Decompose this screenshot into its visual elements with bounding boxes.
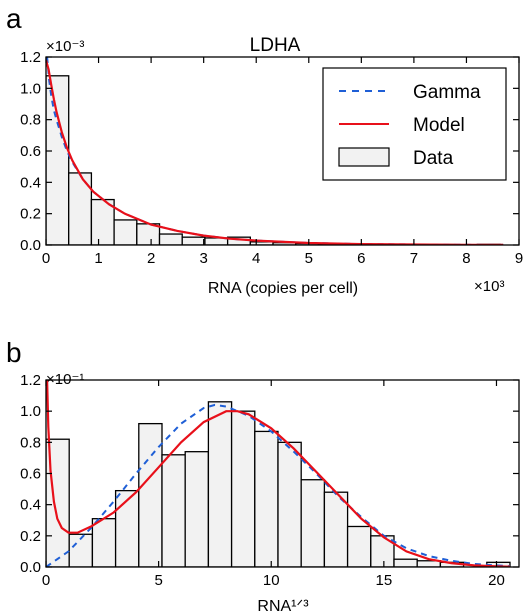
panel-a-y-tick-label: 0.2 xyxy=(20,206,41,223)
panel-a-legend-label-gamma: Gamma xyxy=(413,82,481,103)
panel-a-x-tick-label: 3 xyxy=(199,250,207,267)
panel-b-bar xyxy=(138,422,163,567)
panel-b-bar xyxy=(277,441,302,567)
panel-a-bar xyxy=(46,75,70,245)
panel-b-bar xyxy=(393,558,418,567)
panel-a-y-tick-label: 0.8 xyxy=(20,112,41,129)
panel-b-x-tick-label: 15 xyxy=(376,572,393,589)
panel-b-letter: b xyxy=(6,337,22,368)
panel-b-plot: 0 5 10 15 20 0.0 0.2 0.4 0.6 0.8 1.0 1.2 xyxy=(20,372,520,589)
panel-a-y-tick-label: 0.4 xyxy=(20,174,41,191)
panel-a-plot: 0 1 2 3 4 5 6 7 8 9 0.0 0.2 0.4 0.6 0.8 1.0 1.2 Gamma Mode… xyxy=(20,49,523,267)
panel-a-legend-label-data: Data xyxy=(413,148,454,169)
panel-a-bar xyxy=(158,233,183,245)
panel-a-x-tick-label: 0 xyxy=(42,250,50,267)
panel-a-x-tick-label: 5 xyxy=(305,250,313,267)
panel-b-y-tick-label: 1.0 xyxy=(20,403,41,420)
panel-b-x-axis-label: RNA¹ᐟ³ xyxy=(257,598,309,615)
panel-b-x-tick-label: 5 xyxy=(154,572,162,589)
panel-a-x-tick-label: 2 xyxy=(147,250,155,267)
panel-b-y-tick-label: 0.6 xyxy=(20,466,41,483)
panel-a-y-tick-label: 1.2 xyxy=(20,49,41,66)
panel-b-x-tick-label: 20 xyxy=(488,572,505,589)
panel-a-y-tick-label: 0.0 xyxy=(20,237,41,254)
panel-a-bar xyxy=(136,223,161,245)
panel-a-legend: Gamma Model Data xyxy=(322,67,507,181)
panel-a-x-multiplier: ×10³ xyxy=(474,278,504,295)
panel-b-y-tick-label: 1.2 xyxy=(20,372,41,389)
panel-b-bar xyxy=(346,525,372,567)
panel-b-y-tick-label: 0.2 xyxy=(20,528,41,545)
panel-b-bar xyxy=(161,454,186,567)
panel-b-bar xyxy=(254,430,279,567)
panel-a-title: LDHA xyxy=(250,35,301,56)
panel-b-gamma-curve xyxy=(46,403,511,567)
panel-a-y-tick-label: 0.6 xyxy=(20,143,41,160)
panel-b-bar xyxy=(323,491,349,567)
panel-a-x-tick-label: 4 xyxy=(252,250,260,267)
panel-a-x-tick-label: 9 xyxy=(515,250,523,267)
panel-b-bar xyxy=(91,518,117,567)
panel-a-x-tick-label: 1 xyxy=(94,250,102,267)
panel-a-model-curve xyxy=(46,59,504,245)
panel-b-model-curve xyxy=(46,380,511,567)
panel-b-x-tick-label: 10 xyxy=(263,572,280,589)
panel-b-y-tick-label: 0.4 xyxy=(20,497,41,514)
panel-a-x-tick-label: 8 xyxy=(462,250,470,267)
panel-b-bar xyxy=(184,451,210,567)
panel-a-bar xyxy=(113,219,138,245)
panel-b-bar xyxy=(46,438,70,567)
panel-b-bar xyxy=(300,479,326,567)
panel-b-y-tick-label: 0.8 xyxy=(20,434,41,451)
panel-b-y-tick-label: 0.0 xyxy=(20,559,41,576)
panel-a-legend-label-model: Model xyxy=(413,115,465,136)
panel-b-bar xyxy=(230,410,256,567)
panel-a-legend-swatch-data xyxy=(338,147,390,167)
panel-b-bar xyxy=(207,401,233,567)
panel-b-x-tick-label: 0 xyxy=(42,572,50,589)
panel-a-y-tick-label: 1.0 xyxy=(20,80,41,97)
panel-a-x-axis-label: RNA (copies per cell) xyxy=(208,280,358,297)
panel-a-bar xyxy=(181,236,206,245)
panel-a-x-tick-label: 6 xyxy=(357,250,365,267)
panel-a-letter: a xyxy=(6,3,22,34)
panel-a-x-tick-label: 7 xyxy=(410,250,418,267)
panel-a-y-multiplier: ×10⁻³ xyxy=(46,38,84,55)
panel-b-bar xyxy=(114,489,140,567)
